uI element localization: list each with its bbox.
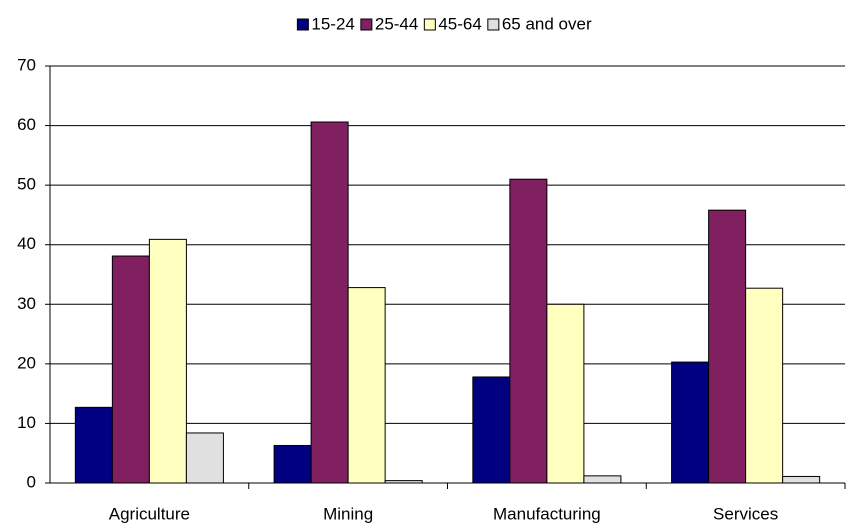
bar [273, 444, 312, 484]
bar [148, 238, 187, 484]
y-tick-label: 30 [17, 294, 36, 313]
bar [185, 432, 224, 484]
bar [347, 287, 386, 484]
bar [111, 255, 150, 484]
bar [546, 303, 585, 484]
x-tick-label: Services [713, 504, 778, 523]
y-tick-label: 20 [17, 353, 36, 372]
legend-label: 15-24 [311, 14, 354, 33]
legend-swatch [360, 18, 373, 31]
legend-label: 65 and over [502, 14, 592, 33]
x-tick-label: Agriculture [109, 504, 190, 523]
legend-swatch [296, 18, 309, 31]
y-tick-label: 0 [27, 472, 36, 491]
y-tick-label: 70 [17, 55, 36, 74]
bar [74, 406, 113, 484]
legend-swatch [423, 18, 436, 31]
y-tick-label: 40 [17, 234, 36, 253]
bar [509, 178, 548, 484]
x-tick-label: Manufacturing [493, 504, 601, 523]
legend-swatch [487, 18, 500, 31]
bar [745, 287, 784, 484]
bar [583, 475, 622, 484]
y-tick-label: 60 [17, 115, 36, 134]
legend-label: 45-64 [438, 14, 481, 33]
bar [472, 376, 511, 484]
bar [782, 475, 821, 484]
y-tick-label: 10 [17, 413, 36, 432]
y-tick-label: 50 [17, 175, 36, 194]
bar [708, 209, 747, 484]
bar [671, 361, 710, 484]
x-tick-label: Mining [323, 504, 373, 523]
legend-label: 25-44 [375, 14, 418, 33]
bar [310, 121, 349, 484]
